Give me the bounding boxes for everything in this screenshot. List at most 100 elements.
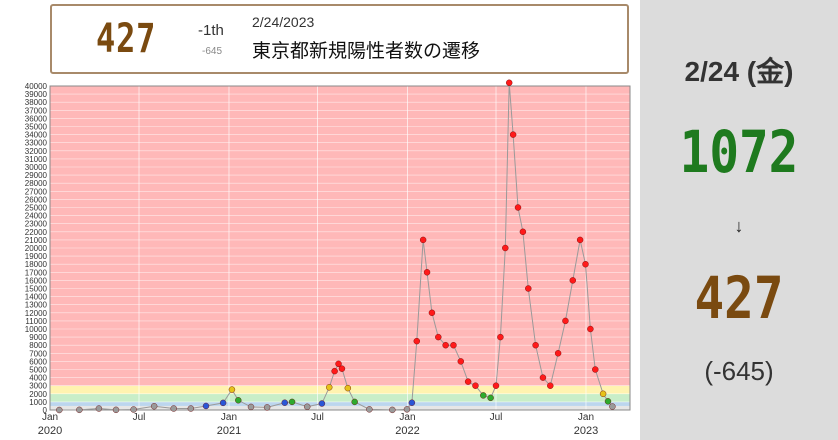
data-point [582,260,589,268]
data-point [599,390,607,397]
data-point [95,405,103,412]
y-tick-label: 5000 [29,366,47,375]
data-point [318,400,326,407]
y-tick-label: 24000 [25,212,48,221]
y-tick-label: 37000 [25,106,48,115]
y-tick-label: 34000 [25,131,48,140]
previous-count: 1072 [679,118,799,186]
x-tick-label: Jul [311,412,324,423]
y-tick-label: 36000 [25,114,48,123]
sidebar-date: 2/24 (金) [684,56,794,87]
data-point [338,365,346,372]
current-count: 427 [694,264,784,332]
data-point [150,403,158,410]
y-tick-label: 20000 [25,244,48,253]
data-point [235,397,242,404]
x-tick-label: Jan [221,412,237,423]
x-tick-label: Jan [399,412,415,423]
data-point [281,399,288,406]
sidebar-diff: (-645) [704,356,774,386]
summary-header: 427 -1th -645 2/24/2023 東京都新規陽性者数の遷移 [50,4,629,74]
data-point [112,406,120,414]
data-point [514,204,522,211]
data-point [480,392,487,399]
y-tick-label: 17000 [25,268,48,277]
x-tick-year: 2023 [574,425,598,437]
y-tick-label: 16000 [25,276,48,285]
y-tick-label: 32000 [25,147,48,156]
data-point [472,382,479,389]
data-point [464,378,472,385]
data-point [609,403,616,410]
data-point [435,333,442,341]
data-point [547,382,554,389]
data-point [419,236,427,244]
y-tick-label: 29000 [25,171,48,180]
y-tick-label: 1000 [29,398,47,407]
y-tick-label: 25000 [25,204,48,213]
x-tick-label: Jan [42,412,58,423]
plot-frame [49,85,631,411]
data-point [335,360,342,368]
data-point [492,382,500,389]
y-tick-label: 2000 [29,390,47,399]
y-tick-label: 26000 [25,195,48,204]
data-point [366,406,373,413]
data-point [228,386,236,393]
data-point [219,399,227,407]
data-point [539,374,547,381]
y-tick-label: 39000 [25,90,48,99]
data-point [604,398,612,405]
data-point [288,398,296,406]
x-tick-year: 2022 [395,425,419,437]
y-tick-label: 35000 [25,123,48,132]
x-tick-year: 2020 [38,425,62,437]
data-point [413,337,420,345]
x-tick-label: Jul [490,412,503,423]
y-tick-label: 22000 [25,228,48,237]
chart-title: 東京都新規陽性者数の遷移 [252,41,481,62]
y-tick-label: 27000 [25,187,48,196]
data-point [389,406,396,414]
data-point [202,402,210,410]
cases-chart: 0100020003000400050006000700080009000100… [25,79,631,437]
data-point [509,131,517,138]
data-point [428,309,436,317]
latest-count: 427 [96,16,157,62]
y-tick-label: 11000 [25,317,47,326]
y-tick-label: 14000 [25,293,48,302]
band-2 [50,393,630,402]
data-point [187,405,195,412]
data-point [519,228,527,236]
report-date: 2/24/2023 [252,14,315,30]
y-tick-label: 33000 [25,139,48,148]
data-point [344,384,352,392]
y-tick-label: 28000 [25,179,48,188]
y-tick-label: 18000 [25,260,48,269]
data-point [403,406,411,413]
y-tick-label: 9000 [29,333,47,342]
y-tick-label: 31000 [25,155,48,164]
data-point [170,405,177,412]
data-point [304,403,311,410]
down-arrow-icon: ↓ [734,216,744,236]
data-point [487,394,494,402]
data-point [56,406,63,414]
x-tick-year: 2021 [217,425,241,437]
x-tick-label: Jul [133,412,146,423]
band-4 [50,86,630,386]
data-point [525,285,532,292]
data-point [457,358,464,365]
y-tick-label: 13000 [25,301,48,310]
data-point [502,244,509,252]
data-point [263,404,271,411]
data-point [247,403,255,411]
y-tick-label: 21000 [25,236,48,245]
y-tick-label: 23000 [25,220,48,229]
data-point [408,399,416,406]
data-point [450,342,457,349]
data-point [326,384,333,391]
data-point [592,366,599,373]
y-tick-label: 30000 [25,163,48,172]
data-point [562,317,569,325]
